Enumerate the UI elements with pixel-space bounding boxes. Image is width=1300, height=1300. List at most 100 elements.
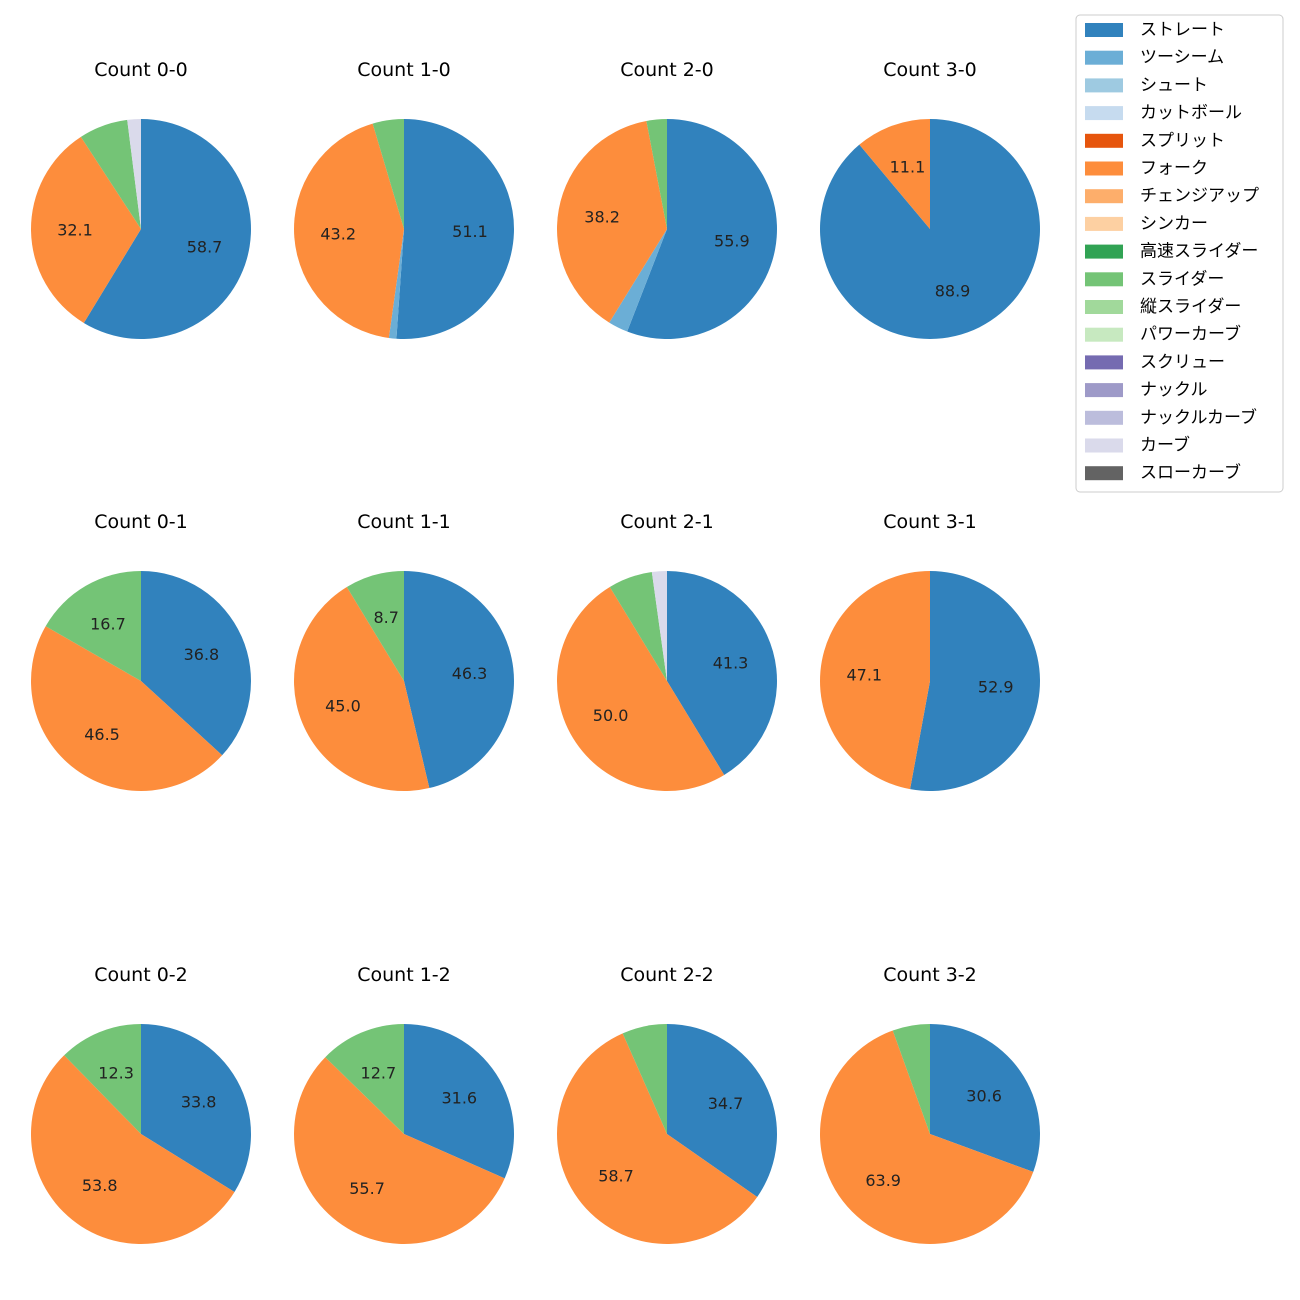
pie-slice	[819, 571, 930, 790]
pie-panel: Count 3-0 88.9 11.1	[820, 59, 1041, 339]
pie-panel: Count 3-2 30.6 63.9	[820, 964, 1040, 1245]
pie-panel: Count 2-0 55.9 38.2	[556, 59, 777, 339]
slice-label: 16.7	[90, 614, 126, 633]
pie-slice	[404, 571, 514, 789]
slice-label: 58.7	[187, 237, 223, 256]
legend-label: フォーク	[1140, 159, 1208, 179]
legend-label: シュート	[1140, 75, 1208, 95]
legend-label: スライダー	[1140, 269, 1224, 289]
slice-label: 33.8	[181, 1092, 217, 1111]
legend-label: チェンジアップ	[1140, 186, 1259, 206]
pie-panel: Count 1-1 46.3 45.0 8.7	[294, 511, 514, 791]
pie-title: Count 2-1	[620, 511, 714, 533]
pie-slice	[557, 587, 725, 792]
slice-label: 46.3	[452, 664, 488, 683]
slice-label: 11.1	[890, 157, 926, 176]
pie-slice	[910, 571, 1040, 791]
legend: ストレートツーシームシュートカットボールスプリットフォークチェンジアップシンカー…	[1075, 14, 1284, 493]
slice-label: 51.1	[452, 222, 488, 241]
pie-slice	[325, 1024, 404, 1134]
pie-slice	[820, 1030, 1034, 1245]
pie-slice	[930, 1024, 1040, 1172]
pie-slice	[64, 1023, 141, 1134]
legend-swatch	[1085, 272, 1123, 287]
slice-label: 55.9	[714, 232, 750, 251]
pie-title: Count 3-1	[883, 511, 977, 533]
pie-slice	[404, 1024, 514, 1179]
pie-panel: Count 0-1 36.8 46.5 16.7	[30, 511, 251, 792]
legend-swatch	[1085, 410, 1123, 425]
legend-swatch	[1085, 161, 1123, 176]
pie-slice	[80, 119, 141, 229]
slice-label: 8.7	[373, 608, 398, 627]
pie-slice	[127, 119, 141, 229]
pie-slice	[609, 572, 667, 681]
slice-label: 32.1	[57, 221, 93, 240]
legend-label: 縦スライダー	[1140, 297, 1241, 317]
slice-label: 38.2	[584, 208, 620, 227]
pie-slice	[667, 571, 778, 775]
legend-swatch	[1085, 438, 1123, 453]
slice-label: 63.9	[865, 1171, 901, 1190]
pie-slice	[346, 571, 404, 681]
slice-label: 55.7	[349, 1179, 385, 1198]
pie-slice	[627, 119, 777, 339]
legend-label: ナックルカーブ	[1140, 407, 1257, 428]
pie-panel: Count 2-2 34.7 58.7	[556, 964, 777, 1245]
legend-swatch	[1085, 466, 1123, 481]
pie-slice	[83, 119, 252, 340]
pie-slice	[556, 120, 667, 323]
pie-slice	[556, 1033, 758, 1245]
slice-label: 30.6	[966, 1087, 1002, 1106]
pie-title: Count 3-0	[883, 59, 977, 81]
slice-label: 12.3	[98, 1063, 134, 1082]
pie-title: Count 0-2	[94, 964, 188, 986]
pie-slice	[294, 587, 430, 791]
slice-label: 41.3	[713, 654, 749, 673]
slice-label: 46.5	[84, 725, 120, 744]
pie-title: Count 1-0	[357, 59, 451, 81]
pie-panel: Count 1-0 51.1 43.2	[294, 59, 515, 339]
pie-slice	[372, 119, 404, 229]
pie-slice	[30, 626, 223, 792]
pie-slice	[622, 1024, 667, 1134]
pie-slice	[396, 119, 515, 339]
pie-slice	[646, 119, 667, 229]
pie-panel: Count 2-1 41.3 50.0	[557, 511, 778, 792]
pie-panel: Count 3-1 52.9 47.1	[819, 511, 1040, 791]
pie-slice	[388, 229, 404, 339]
legend-frame	[1075, 14, 1284, 493]
legend-swatch	[1085, 133, 1123, 148]
legend-label: ツーシーム	[1140, 48, 1224, 68]
slice-label: 45.0	[325, 697, 361, 716]
legend-label: スローカーブ	[1140, 462, 1241, 483]
pie-title: Count 2-2	[620, 964, 714, 986]
pie-slice	[141, 1024, 251, 1192]
legend-label: 高速スライダー	[1140, 242, 1258, 262]
legend-label: ナックル	[1140, 380, 1208, 400]
pie-panel: Count 1-2 31.6 55.7 12.7	[294, 964, 514, 1244]
pie-slice	[892, 1024, 930, 1134]
pie-slice	[31, 1055, 235, 1244]
pie-panel: Count 0-2 33.8 53.8 12.3	[31, 964, 251, 1244]
legend-label: シンカー	[1140, 214, 1208, 234]
slice-label: 47.1	[846, 665, 882, 684]
slice-label: 50.0	[593, 706, 629, 725]
pie-slice	[667, 1024, 777, 1197]
legend-swatch	[1085, 383, 1123, 398]
pie-title: Count 1-1	[357, 511, 451, 533]
pie-title: Count 3-2	[883, 964, 977, 986]
pie-slice	[820, 119, 1041, 339]
pie-slice	[294, 123, 404, 338]
slice-label: 12.7	[361, 1064, 397, 1083]
pie-slice	[141, 571, 251, 756]
legend-label: パワーカーブ	[1140, 324, 1241, 345]
pie-slice	[609, 229, 667, 332]
pie-slice	[859, 118, 930, 229]
pie-title: Count 0-1	[94, 511, 188, 533]
legend-swatch	[1085, 78, 1123, 93]
legend-swatch	[1085, 23, 1123, 37]
legend-label: ストレート	[1140, 20, 1225, 40]
legend-label: スプリット	[1140, 131, 1225, 151]
